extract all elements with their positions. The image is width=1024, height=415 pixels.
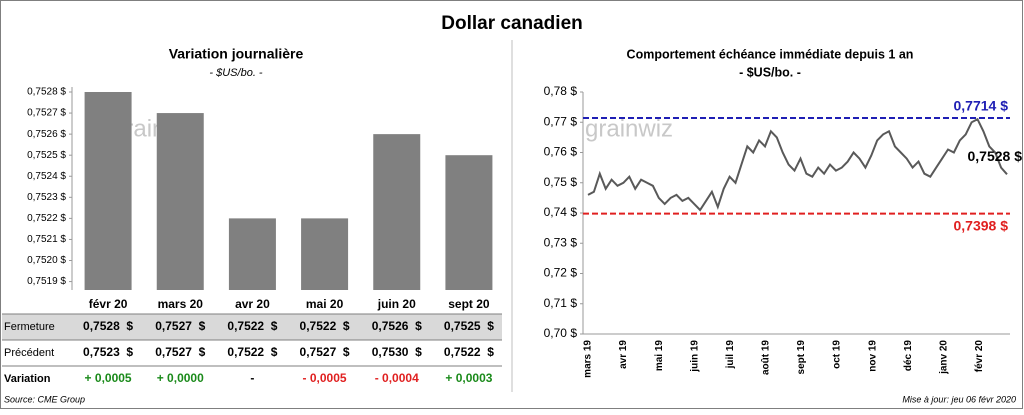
bar (228, 218, 276, 290)
x-tick-label: mars 19 (583, 340, 594, 378)
line (587, 117, 1008, 212)
bar (373, 134, 421, 290)
x-tick-label: mai 19 (654, 340, 665, 372)
table-cell: 0,7522 $ (227, 345, 277, 359)
y-tick-label: 0,74 $ (544, 205, 578, 219)
table-cell: 0,7525 $ (444, 319, 494, 333)
table-cell: - 0,0005 (303, 371, 347, 385)
last-label: 0,7528 $ (968, 148, 1023, 164)
y-tick-label: 0,76 $ (544, 145, 578, 159)
line-title: Comportement échéance immédiate depuis 1… (627, 47, 914, 61)
source: Source: CME Group (4, 394, 85, 404)
y-tick-label: 0,7524 $ (27, 171, 66, 182)
watermark: grainwiz (585, 115, 673, 142)
y-tick-label: 0,70 $ (544, 326, 578, 340)
table-cell: 0,7527 $ (300, 345, 350, 359)
y-tick-label: 0,7521 $ (27, 234, 66, 245)
table-cell: 0,7522 $ (227, 319, 277, 333)
y-tick-label: 0,7519 $ (27, 276, 66, 287)
y-tick-label: 0,77 $ (544, 114, 578, 128)
x-tick-label: août 19 (761, 340, 772, 375)
table-cell: 0,7527 $ (155, 319, 205, 333)
x-tick-label: févr 20 (974, 340, 985, 373)
x-tick-label: mars 20 (158, 297, 204, 311)
y-tick-label: 0,71 $ (544, 296, 578, 310)
x-tick-label: oct 19 (832, 340, 843, 369)
x-tick-label: juil 19 (725, 340, 736, 370)
y-tick-label: 0,7523 $ (27, 192, 66, 203)
bar-title: Variation journalière (169, 46, 304, 62)
row-label: Variation (4, 373, 51, 385)
x-tick-label: mai 20 (306, 297, 344, 311)
x-tick-label: juin 20 (377, 297, 416, 311)
x-tick-label: avr 19 (618, 340, 629, 369)
row-shade (2, 314, 502, 340)
x-tick-label: sept 20 (448, 297, 490, 311)
table-cell: 0,7523 $ (83, 345, 133, 359)
y-tick-label: 0,7522 $ (27, 213, 66, 224)
y-tick-label: 0,78 $ (544, 84, 578, 98)
y-tick-label: 0,7528 $ (27, 87, 66, 98)
y-tick-label: 0,7525 $ (27, 150, 66, 161)
table-cell: + 0,0005 (85, 371, 132, 385)
table-cell: 0,7528 $ (83, 319, 133, 333)
table-cell: 0,7527 $ (155, 345, 205, 359)
y-tick-label: 0,7520 $ (27, 255, 66, 266)
table-cell: 0,7522 $ (444, 345, 494, 359)
x-tick-label: sept 19 (796, 340, 807, 375)
line-subtitle: - $US/bo. - (739, 65, 801, 79)
table-cell: 0,7522 $ (300, 319, 350, 333)
x-tick-label: nov 19 (867, 340, 878, 372)
bar (445, 155, 493, 290)
row-label: Précédent (4, 347, 54, 359)
table-cell: - 0,0004 (375, 371, 419, 385)
bar (84, 92, 132, 290)
x-tick-label: avr 20 (235, 297, 270, 311)
x-tick-label: févr 20 (89, 297, 128, 311)
y-tick-label: 0,7527 $ (27, 108, 66, 119)
table-cell: + 0,0003 (445, 371, 492, 385)
table-cell: 0,7526 $ (372, 319, 422, 333)
y-tick-label: 0,73 $ (544, 235, 578, 249)
updated: Mise à jour: jeu 06 févr 2020 (902, 394, 1016, 404)
row-label: Fermeture (4, 321, 55, 333)
bar (156, 113, 204, 290)
y-tick-label: 0,72 $ (544, 266, 578, 280)
y-tick-label: 0,7526 $ (27, 129, 66, 140)
reference-label: 0,7714 $ (954, 98, 1009, 114)
table-cell: 0,7530 $ (372, 345, 422, 359)
table-cell: + 0,0000 (157, 371, 204, 385)
x-tick-label: juin 19 (689, 340, 700, 373)
table-cell: - (250, 371, 254, 385)
bar-subtitle: - $US/bo. - (209, 67, 263, 79)
bar (301, 218, 349, 290)
reference-label: 0,7398 $ (954, 217, 1009, 233)
x-tick-label: déc 19 (903, 340, 914, 372)
x-tick-label: janv 20 (938, 340, 949, 375)
page-title: Dollar canadien (441, 13, 583, 34)
y-tick-label: 0,75 $ (544, 175, 578, 189)
